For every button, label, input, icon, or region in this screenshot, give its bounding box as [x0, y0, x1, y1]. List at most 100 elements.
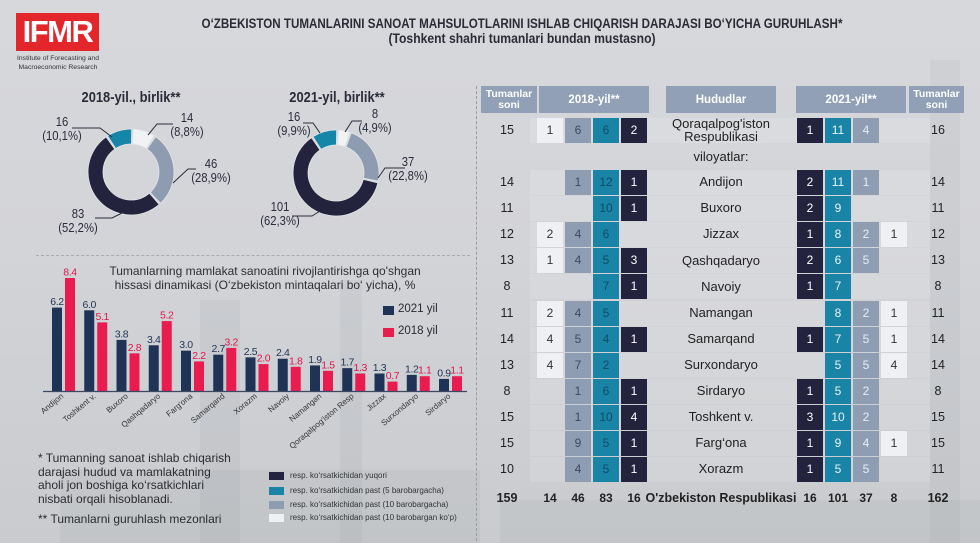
cell-2018-gray: 7: [565, 352, 591, 378]
district-count-2018: 13: [500, 253, 514, 268]
slice-value: 83: [71, 207, 85, 221]
footnote-line: darajasi hudud va mamlakatning: [38, 464, 211, 479]
bar-2021: [374, 373, 385, 391]
cell-2018-dark: 1: [621, 431, 647, 456]
bar-value-label-2021: 1.9: [308, 354, 322, 366]
bar-value-label-2018: 1.3: [354, 362, 368, 374]
slice-value: 46: [204, 157, 218, 171]
cell-2018-teal: 6: [593, 222, 619, 248]
cell-2018-dark: 1: [621, 274, 647, 300]
cell-2021-dark: 1: [797, 222, 823, 248]
legend-swatch-2021: [383, 306, 394, 315]
cell-2021-dark: 1: [797, 274, 823, 300]
header-count-2018: Tumanlar soni: [481, 86, 537, 113]
region-name: Qashqadaryo: [681, 252, 761, 268]
bar-value-label-2018: 5.2: [160, 310, 174, 322]
leader-line: [172, 168, 196, 184]
slice-percent: (28,9%): [191, 170, 231, 185]
cell-2021-dark: 1: [797, 431, 823, 456]
legend-label-teal: resp. ko‘rsatkichidan past (5 barobargac…: [290, 486, 444, 495]
cell-2018-teal: 5: [593, 457, 619, 483]
bar-value-label-2021: 3.4: [147, 334, 161, 346]
leader-line: [147, 123, 173, 136]
cell-2021-teal: 6: [825, 248, 851, 274]
bar-2018: [290, 366, 301, 391]
district-count-2018: 13: [500, 357, 514, 372]
footnote-2: ** Tumanlarni guruhlash mezonlari: [38, 512, 222, 526]
table-row: 11 10 1 Buxoro 2 9 11: [0, 196, 980, 222]
district-count-2018: 15: [500, 409, 514, 424]
bar-2018: [194, 361, 204, 391]
table-row: 8 1 6 1 Sirdaryo 1 5 2 8: [0, 378, 980, 404]
header-regions: Hududlar: [666, 86, 776, 113]
legend-swatch-gray: [269, 501, 284, 509]
donut-slice-teal: [107, 128, 133, 150]
district-count-2018: 15: [500, 123, 514, 137]
cell-2021-teal: 8: [825, 222, 851, 248]
district-count-2021: 15: [931, 436, 945, 450]
cell-2021-dark: 2: [797, 170, 823, 195]
cell-2021-dark: 2: [797, 248, 823, 274]
cell-2021-gray: 5: [853, 326, 879, 352]
cell-2021-dark: 2: [797, 196, 823, 222]
cell-2021-gray: 4: [853, 118, 879, 143]
cell-2021-teal: 7: [825, 326, 851, 352]
leader-line: [95, 211, 125, 219]
legend-label-gray: resp. ko‘rsatkichidan past (10 barobarga…: [290, 500, 449, 509]
district-count-2021: 8: [934, 383, 942, 398]
region-name: Namangan: [689, 304, 753, 320]
region-name: Navoiy: [701, 278, 741, 294]
total-2021-dark: 16: [803, 491, 817, 505]
header-count-2021: Tumanlar soni: [909, 86, 964, 113]
table-row: 14 4 5 4 1 Samarqand 1 7 5 1 14: [0, 326, 980, 352]
donut-2018-label-gray: 46 (28,9%): [191, 157, 231, 185]
table-row: 14 1 12 1 Andijon 2 11 1 14: [0, 170, 980, 195]
total-2018-dark: 16: [627, 491, 641, 505]
cell-2018-gray: 4: [565, 222, 591, 248]
district-count-2021: 16: [931, 123, 945, 137]
total-2021-teal: 101: [827, 491, 849, 505]
table-total-row: 159 14 46 83 16 O'zbekiston Respublikasi 16 101…: [0, 486, 980, 511]
bar-2018: [65, 278, 75, 391]
bar-value-label-2021: 3.0: [179, 339, 193, 351]
table-row: 13 1 4 5 3 Qashqadaryo 2 6 5 13: [0, 248, 980, 274]
legend-label-white: resp. ko‘rsatkichidan past (10 barobarga…: [290, 513, 457, 522]
donut-slice-gray: [345, 132, 380, 182]
donut-2018-label-white: 14 (8,8%): [170, 111, 204, 139]
cell-2021-gray: 4: [853, 431, 879, 456]
region-name: Toshkent v.: [688, 409, 754, 425]
bar-value-label-2021: 1.2: [405, 363, 419, 375]
cell-2018-gray: 4: [565, 300, 591, 326]
cell-2018-white: 4: [537, 352, 563, 378]
table-row: 8 7 1 Navoiy 1 7 8: [0, 274, 980, 300]
bar-2018: [258, 364, 269, 391]
table-row: 15 1 10 4 Toshkent v. 3 10 2 15: [0, 404, 980, 430]
cell-2021-teal: 5: [825, 352, 851, 378]
leader-line: [292, 210, 321, 217]
slice-value: 14: [180, 111, 194, 125]
bar-value-label-2018: 1.8: [289, 355, 303, 367]
slice-percent: (22,8%): [388, 168, 428, 183]
region-name: Farg‘ona: [695, 435, 747, 451]
legend-swatch-teal: [269, 487, 284, 495]
logo-subtitle: Institute of Forecasting and Macroeconom…: [12, 54, 104, 72]
slice-value: 37: [401, 155, 415, 169]
slice-value: 8: [371, 107, 379, 121]
page-title: O‘ZBEKISTON TUMANLARINI SANOAT MAHSULOTL…: [201, 16, 843, 31]
donut-2021-label-white: 8 (4,9%): [358, 107, 391, 135]
cell-2021-dark: 1: [797, 378, 823, 404]
cell-2018-teal: 6: [593, 378, 619, 404]
bar-2021: [439, 378, 449, 391]
district-count-2018: 8: [503, 383, 511, 398]
district-count-2021: 15: [931, 409, 945, 424]
bar-2018: [419, 376, 430, 391]
bar-2021: [84, 310, 95, 391]
cell-2018-dark: 1: [621, 326, 647, 352]
donut-2021-label-teal: 16 (9,9%): [277, 110, 310, 138]
bar-value-label-2021: 1.7: [341, 357, 355, 369]
donut-2018: [87, 128, 175, 216]
district-count-2021: 11: [931, 201, 945, 216]
table-row: 10 4 5 1 Xorazm 1 5 5 11: [0, 457, 980, 483]
cell-2018-gray: 1: [565, 378, 591, 404]
slice-percent: (8,8%): [170, 124, 204, 139]
